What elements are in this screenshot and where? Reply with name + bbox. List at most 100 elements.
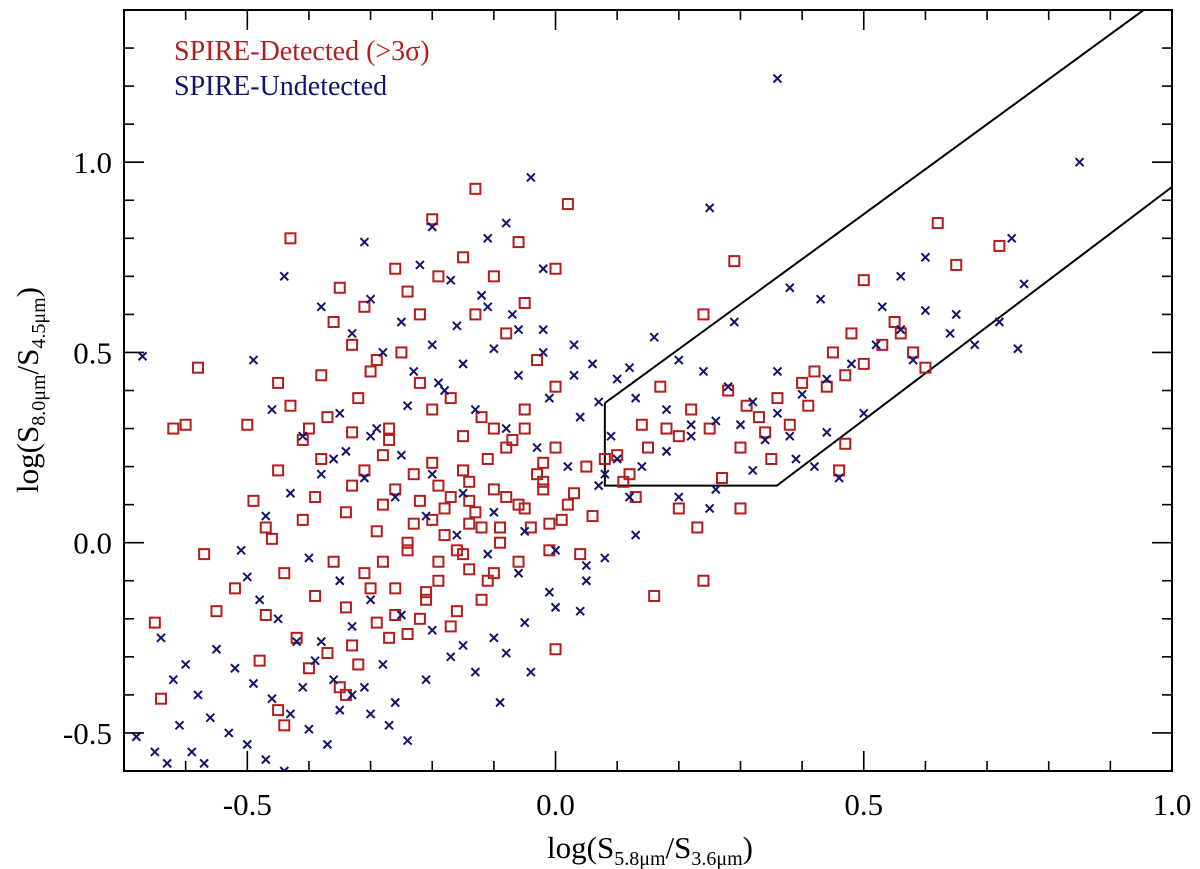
data-point-undetected (267, 693, 277, 704)
data-point-detected (487, 567, 500, 580)
data-point-undetected (846, 359, 857, 369)
data-point-detected (463, 517, 476, 530)
data-point-detected (438, 529, 451, 542)
data-point-undetected (378, 659, 388, 670)
data-point-detected (167, 422, 180, 435)
data-point-detected (672, 430, 685, 443)
data-point-detected (697, 308, 710, 321)
data-point-undetected (507, 309, 518, 320)
data-point-detected (315, 452, 328, 465)
data-point-undetected (896, 271, 906, 282)
data-point-detected (333, 281, 346, 294)
data-point-undetected (698, 366, 709, 377)
data-point-detected (426, 403, 439, 416)
data-point-undetected (822, 427, 832, 438)
data-point-undetected (365, 431, 376, 441)
data-point-undetected (772, 408, 783, 419)
data-point-detected (549, 262, 562, 275)
data-point-undetected (1019, 279, 1029, 289)
data-point-detected (697, 574, 710, 587)
data-point-undetected (748, 465, 758, 476)
data-point-undetected (729, 317, 740, 327)
data-point-detected (494, 536, 507, 549)
data-point-undetected (723, 381, 733, 392)
data-point-undetected (298, 431, 308, 441)
data-point-undetected (871, 340, 881, 350)
scatter-points (131, 73, 1085, 771)
data-point-undetected (513, 568, 524, 578)
data-point-undetected (513, 370, 524, 380)
data-point-undetected (920, 305, 931, 316)
data-point-undetected (261, 511, 271, 521)
data-point-detected (518, 403, 531, 416)
data-point-detected (259, 521, 272, 534)
data-point-undetected (994, 317, 1005, 327)
data-point-undetected (686, 431, 696, 441)
data-point-undetected (162, 758, 172, 769)
data-point-detected (500, 441, 513, 454)
data-point-undetected (372, 423, 382, 434)
data-point-detected (537, 475, 550, 488)
data-point-detected (432, 479, 445, 492)
data-point-detected (272, 704, 285, 717)
data-point-detected (549, 380, 562, 393)
legend-entry-undetected: SPIRE-Undetected (174, 71, 387, 102)
data-point-undetected (569, 370, 579, 380)
data-point-detected (703, 422, 716, 435)
data-point-detected (315, 369, 328, 382)
data-point-detected (919, 361, 932, 374)
data-point-detected (487, 270, 500, 283)
data-point-detected (642, 441, 654, 454)
data-point-undetected (335, 576, 345, 586)
data-point-undetected (421, 511, 431, 521)
data-point-detected (265, 532, 278, 545)
data-point-undetected (483, 233, 493, 244)
data-point-detected (247, 494, 260, 507)
data-point-detected (463, 563, 476, 576)
data-point-detected (420, 593, 433, 606)
data-point-detected (389, 582, 402, 595)
data-point-undetected (427, 222, 437, 232)
data-point-detected (771, 392, 784, 405)
data-point-detected (487, 483, 500, 496)
data-point-detected (376, 498, 389, 511)
data-point-undetected (711, 416, 721, 426)
data-point-detected (598, 452, 611, 465)
data-point-undetected (316, 636, 326, 647)
selection-wedge (603, 10, 1172, 487)
data-point-undetected (205, 713, 216, 723)
data-point-undetected (791, 454, 801, 464)
data-point-undetected (279, 271, 289, 282)
data-point-detected (469, 308, 482, 321)
data-point-detected (401, 536, 414, 549)
data-point-detected (444, 392, 457, 405)
data-point-undetected (365, 709, 376, 719)
data-point-detected (586, 510, 599, 523)
data-point-undetected (834, 473, 844, 483)
x-axis-title: log(S5.8μm/S3.6μm) (547, 830, 753, 869)
data-point-detected (728, 255, 741, 268)
data-point-undetected (809, 461, 820, 472)
data-point-undetected (230, 663, 240, 673)
data-point-detected (549, 643, 562, 656)
data-point-detected (672, 502, 685, 515)
data-point-undetected (199, 758, 209, 769)
data-point-detected (839, 437, 852, 450)
data-point-undetected (526, 667, 536, 677)
data-point-undetected (630, 393, 641, 403)
data-point-undetected (267, 404, 277, 415)
data-point-undetected (150, 747, 160, 757)
data-point-detected (370, 616, 383, 629)
data-point-detected (420, 586, 433, 599)
data-point-detected (574, 548, 587, 561)
data-point-undetected (945, 328, 955, 339)
data-point-detected (395, 346, 408, 359)
data-point-detected (327, 555, 340, 568)
data-point-detected (469, 506, 482, 519)
data-point-undetected (532, 442, 542, 453)
data-point-undetected (581, 560, 592, 571)
data-point-detected (259, 608, 272, 621)
data-point-detected (413, 308, 426, 321)
data-point-undetected (224, 728, 234, 738)
